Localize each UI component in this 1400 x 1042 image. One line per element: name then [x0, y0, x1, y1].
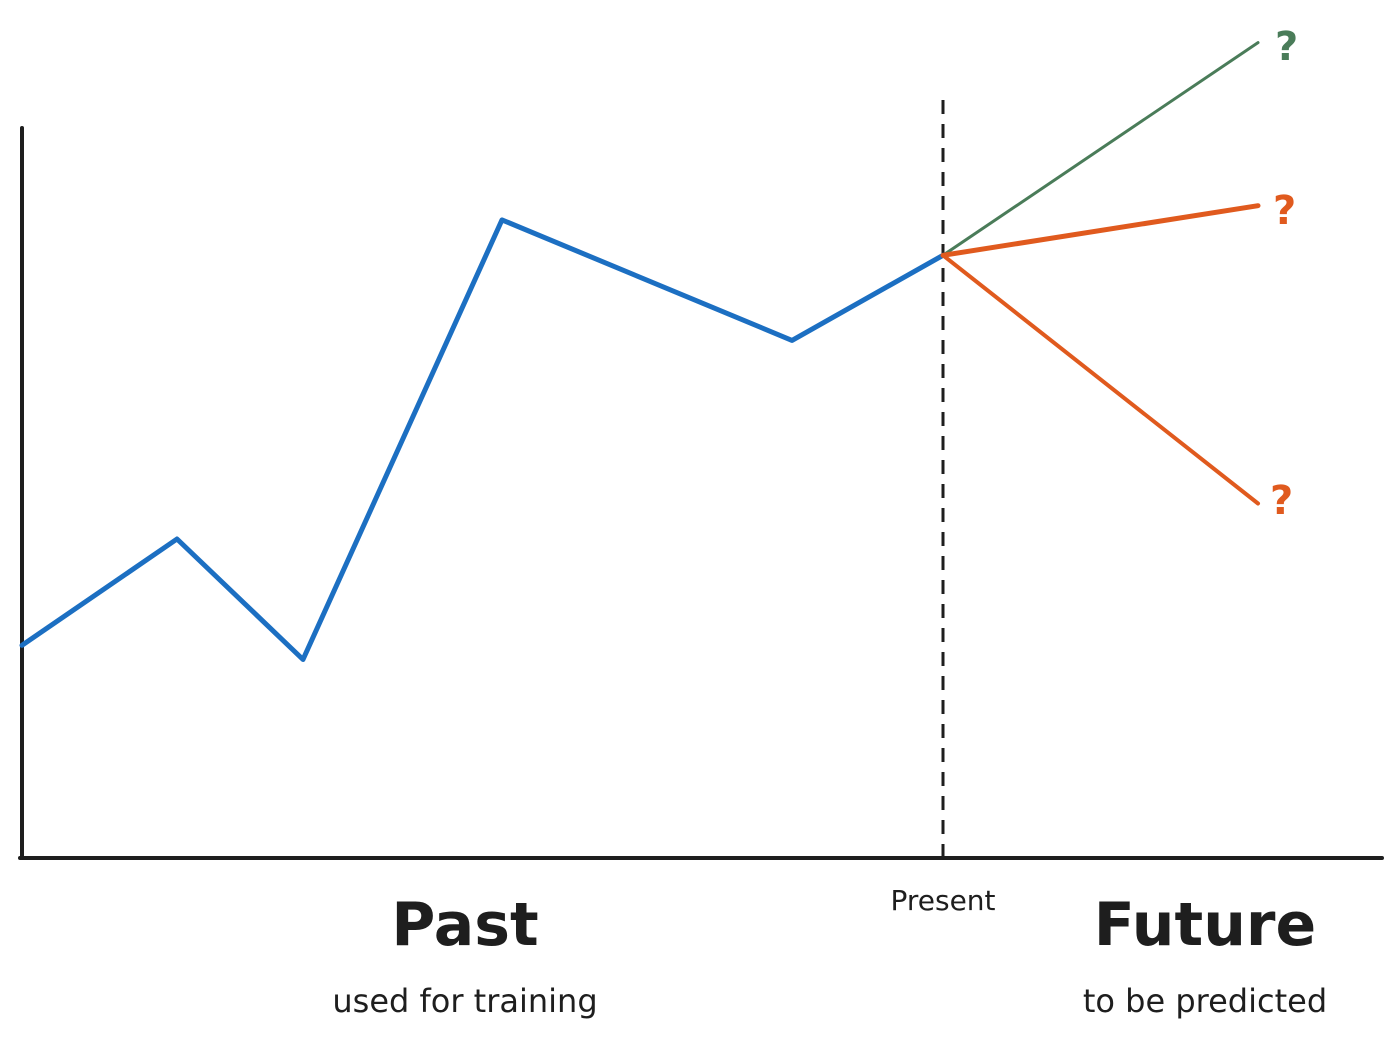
history-line [19, 217, 946, 662]
question-mark-lower: ? [1270, 478, 1293, 524]
question-mark-upper: ? [1275, 24, 1298, 70]
present-label: Present [890, 884, 995, 917]
future-title: Future [1094, 890, 1316, 960]
forecast-line-lower [941, 253, 1260, 506]
forecast-line-middle [940, 203, 1261, 258]
question-mark-middle: ? [1273, 188, 1296, 234]
forecast-line-upper [941, 41, 1260, 257]
past-subtitle: used for training [332, 982, 597, 1020]
past-title: Past [391, 890, 538, 960]
future-subtitle: to be predicted [1083, 982, 1327, 1020]
